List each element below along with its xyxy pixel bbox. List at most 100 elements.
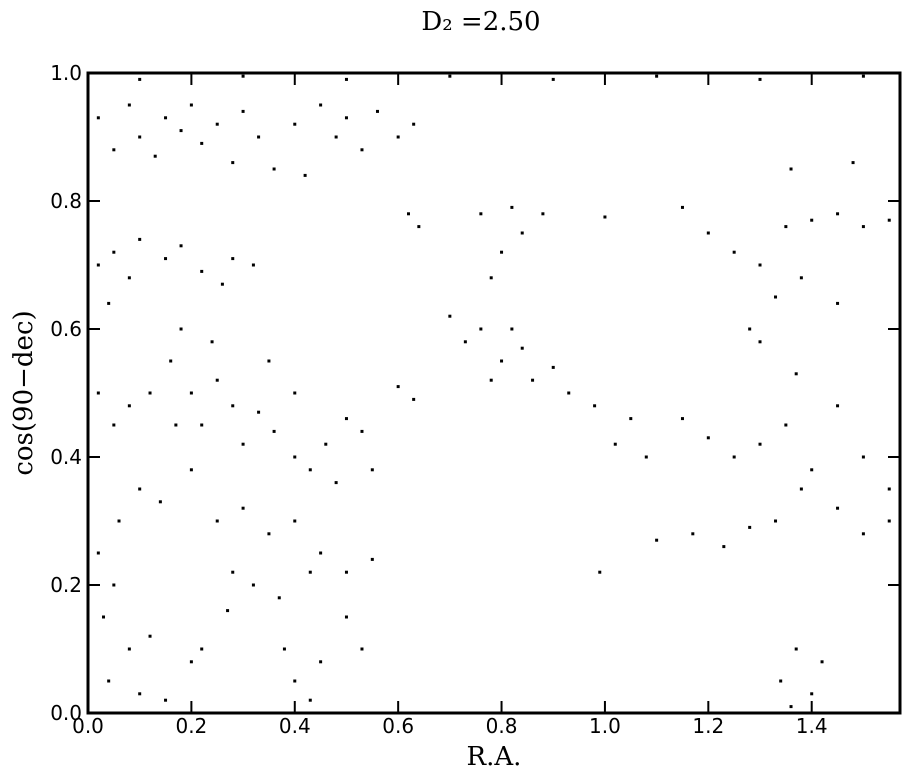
point <box>324 442 328 446</box>
point <box>334 481 338 485</box>
point <box>799 487 803 491</box>
x-tick-label: 0.8 <box>486 714 518 738</box>
x-tick-label: 0.0 <box>72 714 104 738</box>
point <box>164 257 168 261</box>
point <box>303 173 307 177</box>
point <box>148 391 152 395</box>
point <box>861 74 865 78</box>
y-tick-label: 0.2 <box>50 573 82 597</box>
y-tick-label: 0.0 <box>50 701 82 725</box>
point <box>655 538 659 542</box>
y-tick-label: 0.6 <box>50 317 82 341</box>
point <box>836 212 840 216</box>
point <box>138 487 142 491</box>
point <box>520 231 524 235</box>
y-tick-label: 1.0 <box>50 61 82 85</box>
point <box>189 660 193 664</box>
x-tick-label: 0.6 <box>382 714 414 738</box>
point <box>344 615 348 619</box>
point <box>360 647 364 651</box>
point <box>531 378 535 382</box>
point <box>241 74 245 78</box>
point <box>551 365 555 369</box>
point <box>732 455 736 459</box>
point <box>319 103 323 107</box>
point <box>241 442 245 446</box>
point <box>820 660 824 664</box>
point <box>593 404 597 408</box>
point <box>102 615 106 619</box>
point <box>277 596 281 600</box>
point <box>127 276 131 280</box>
y-axis-label: cos(90−dec) <box>9 310 39 475</box>
point <box>758 340 762 344</box>
x-tick-label: 0.4 <box>279 714 311 738</box>
point <box>127 404 131 408</box>
point <box>784 225 788 229</box>
point <box>748 327 752 331</box>
point <box>282 647 286 651</box>
point <box>272 167 276 171</box>
point <box>406 212 410 216</box>
point <box>148 634 152 638</box>
point <box>489 378 493 382</box>
point <box>200 423 204 427</box>
point <box>96 263 100 267</box>
point <box>644 455 648 459</box>
point <box>138 237 142 241</box>
point <box>789 167 793 171</box>
point <box>293 391 297 395</box>
point <box>629 417 633 421</box>
y-tick-label: 0.4 <box>50 445 82 469</box>
point <box>370 557 374 561</box>
point <box>836 301 840 305</box>
point <box>231 257 235 261</box>
point <box>655 74 659 78</box>
point <box>293 122 297 126</box>
point <box>691 532 695 536</box>
point <box>500 250 504 254</box>
point <box>189 103 193 107</box>
point <box>179 327 183 331</box>
point <box>174 423 178 427</box>
point <box>241 109 245 113</box>
point <box>551 77 555 81</box>
point <box>215 378 219 382</box>
point <box>257 410 261 414</box>
point <box>251 263 255 267</box>
point <box>810 468 814 472</box>
point <box>200 647 204 651</box>
point <box>267 359 271 363</box>
point <box>96 391 100 395</box>
point <box>520 346 524 350</box>
point <box>112 250 116 254</box>
point <box>107 679 111 683</box>
point <box>164 116 168 120</box>
point <box>758 442 762 446</box>
point <box>887 487 891 491</box>
point <box>153 154 157 158</box>
point <box>231 404 235 408</box>
x-tick-label: 0.2 <box>175 714 207 738</box>
point <box>334 135 338 139</box>
point <box>200 141 204 145</box>
point <box>272 429 276 433</box>
x-axis-label: R.A. <box>467 742 522 772</box>
chart-title: D₂ =2.50 <box>421 7 540 37</box>
point <box>861 455 865 459</box>
point <box>360 148 364 152</box>
point <box>541 212 545 216</box>
point <box>463 340 467 344</box>
point <box>138 77 142 81</box>
point <box>293 679 297 683</box>
point <box>680 205 684 209</box>
point <box>794 647 798 651</box>
x-tick-label: 1.0 <box>589 714 621 738</box>
point <box>117 519 121 523</box>
point <box>567 391 571 395</box>
point <box>231 570 235 574</box>
x-tick-label: 1.4 <box>796 714 828 738</box>
point <box>112 423 116 427</box>
